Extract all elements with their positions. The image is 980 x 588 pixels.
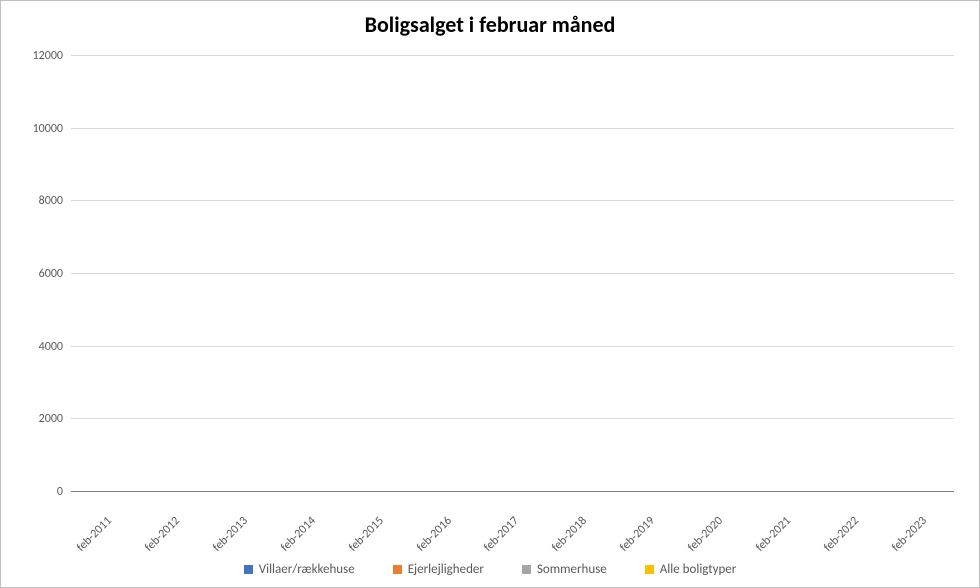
y-tick-label: 8000 bbox=[39, 194, 63, 208]
y-tick-label: 2000 bbox=[39, 412, 63, 426]
bar-groups: feb-2011feb-2012feb-2013feb-2014feb-2015… bbox=[71, 56, 954, 492]
legend-item: Ejerlejligheder bbox=[393, 562, 484, 577]
legend-label: Villaer/rækkehuse bbox=[259, 562, 355, 577]
x-tick-label: feb-2014 bbox=[278, 514, 319, 555]
x-tick-label: feb-2016 bbox=[414, 514, 455, 555]
x-tick-label: feb-2020 bbox=[685, 514, 726, 555]
legend-item: Alle boligtyper bbox=[645, 562, 737, 577]
legend-item: Sommerhuse bbox=[522, 562, 607, 577]
x-tick-label: feb-2013 bbox=[210, 514, 251, 555]
y-tick-label: 12000 bbox=[33, 49, 63, 63]
chart-container: Boligsalget i februar måned 020004000600… bbox=[0, 0, 980, 588]
legend-swatch bbox=[393, 565, 402, 574]
y-tick-label: 4000 bbox=[39, 340, 63, 354]
y-tick-label: 10000 bbox=[33, 122, 63, 136]
legend-swatch bbox=[522, 565, 531, 574]
x-tick-label: feb-2019 bbox=[617, 514, 658, 555]
legend-swatch bbox=[244, 565, 253, 574]
legend-label: Sommerhuse bbox=[537, 562, 607, 577]
legend-item: Villaer/rækkehuse bbox=[244, 562, 355, 577]
legend-label: Ejerlejligheder bbox=[408, 562, 484, 577]
x-tick-label: feb-2022 bbox=[821, 514, 862, 555]
x-tick-label: feb-2023 bbox=[889, 514, 930, 555]
chart-title: Boligsalget i februar måned bbox=[1, 1, 979, 44]
x-tick-label: feb-2015 bbox=[346, 514, 387, 555]
x-tick-label: feb-2018 bbox=[550, 514, 591, 555]
y-tick-label: 6000 bbox=[39, 267, 63, 281]
x-tick-label: feb-2012 bbox=[142, 514, 183, 555]
x-tick-label: feb-2011 bbox=[74, 514, 115, 555]
x-tick-label: feb-2017 bbox=[482, 514, 523, 555]
y-tick-label: 0 bbox=[57, 485, 63, 499]
x-tick-label: feb-2021 bbox=[753, 514, 794, 555]
legend: Villaer/rækkehuse Ejerlejligheder Sommerhu… bbox=[1, 562, 979, 577]
plot-area: 020004000600080001000012000 feb-2011feb-… bbox=[71, 56, 954, 492]
legend-label: Alle boligtyper bbox=[660, 562, 737, 577]
legend-swatch bbox=[645, 565, 654, 574]
